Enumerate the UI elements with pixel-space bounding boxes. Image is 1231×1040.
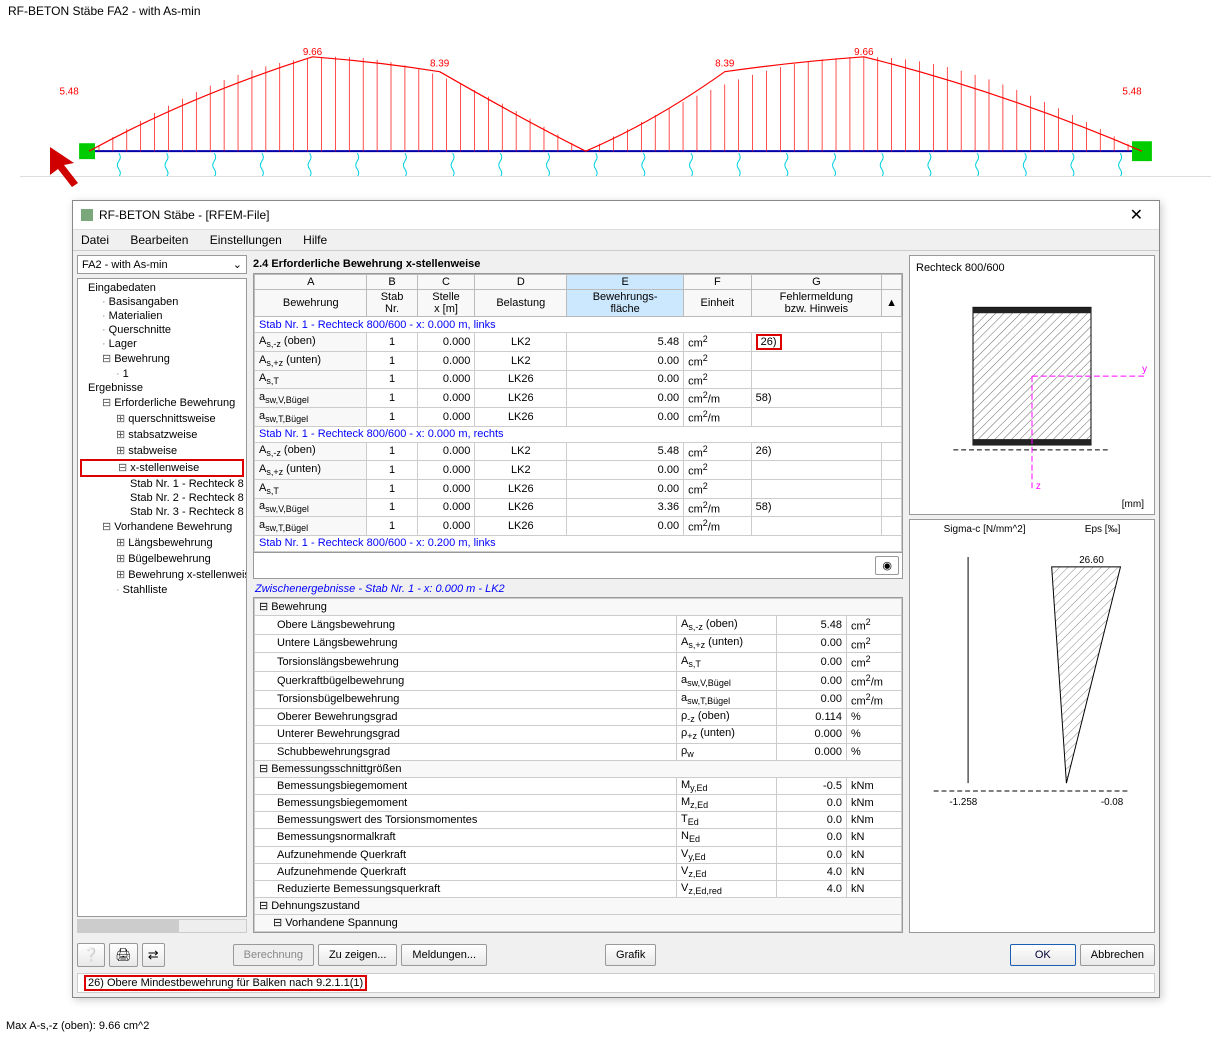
svg-text:5.48: 5.48 (1122, 87, 1142, 98)
table-toolbar: ◉ (253, 553, 903, 579)
cross-title: Rechteck 800/600 (914, 260, 1150, 276)
tree-item[interactable]: ·Querschnitte (80, 323, 244, 337)
tree-item[interactable]: ·Stahlliste (80, 583, 244, 597)
cross-section-view: Rechteck 800/600 y z [mm] (909, 255, 1155, 515)
app-title: RF-BETON Stäbe FA2 - with As-min (0, 0, 1231, 22)
calc-button[interactable]: Berechnung (233, 944, 314, 966)
menu-file[interactable]: Datei (81, 233, 109, 247)
tree-hscroll[interactable] (77, 919, 247, 933)
loadcase-combo[interactable]: FA2 - with As-min ⌄ (77, 255, 247, 274)
tree-item[interactable]: ⊟x-stellenweise (80, 459, 244, 477)
help-icon[interactable]: ❔ (77, 943, 105, 967)
graphics-button[interactable]: Grafik (605, 944, 656, 966)
svg-text:5.48: 5.48 (60, 87, 80, 98)
detail-results-table[interactable]: ⊟BewehrungObere LängsbewehrungAs,-z (obe… (253, 597, 903, 933)
tree-item[interactable]: ·Basisangaben (80, 295, 244, 309)
show-button[interactable]: Zu zeigen... (318, 944, 397, 966)
menubar: Datei Bearbeiten Einstellungen Hilfe (73, 230, 1159, 251)
tree-item[interactable]: ⊞Längsbewehrung (80, 535, 244, 551)
messages-button[interactable]: Meldungen... (401, 944, 487, 966)
ok-button[interactable]: OK (1010, 944, 1076, 966)
tree-item[interactable]: Eingabedaten (80, 281, 244, 295)
svg-text:9.66: 9.66 (854, 47, 874, 58)
tree-item[interactable]: Ergebnisse (80, 381, 244, 395)
status-message: 26) Obere Mindestbewehrung für Balken na… (77, 973, 1155, 993)
tree-item[interactable]: ⊞Bügelbewehrung (80, 551, 244, 567)
cancel-button[interactable]: Abbrechen (1080, 944, 1155, 966)
svg-text:8.39: 8.39 (715, 59, 735, 70)
tree-item[interactable]: ·1 (80, 367, 244, 381)
chevron-down-icon: ⌄ (233, 258, 242, 271)
transfer-icon[interactable]: ⇄ (142, 943, 165, 967)
tree-item[interactable]: Stab Nr. 2 - Rechteck 8 (80, 491, 244, 505)
tree-item[interactable]: ⊟Erforderliche Bewehrung (80, 395, 244, 411)
dialog-title: RF-BETON Stäbe - [RFEM-File] (99, 208, 269, 222)
footer-status: Max A-s,-z (oben): 9.66 cm^2 (6, 1020, 149, 1032)
tree-item[interactable]: ·Materialien (80, 309, 244, 323)
moment-diagram: 9.66 8.39 8.39 9.66 5.48 5.48 (20, 27, 1211, 177)
svg-text:-1.258: -1.258 (949, 797, 977, 808)
tree-item[interactable]: Stab Nr. 1 - Rechteck 8 (80, 477, 244, 491)
svg-text:9.66: 9.66 (303, 47, 323, 58)
dialog-window: RF-BETON Stäbe - [RFEM-File] ✕ Datei Bea… (72, 200, 1160, 998)
tree-item[interactable]: ⊞Bewehrung x-stellenweise (80, 567, 244, 583)
section-title: 2.4 Erforderliche Bewehrung x-stellenwei… (253, 255, 903, 273)
tree-item[interactable]: ⊞querschnittsweise (80, 411, 244, 427)
tree-item[interactable]: ⊞stabsatzweise (80, 427, 244, 443)
eye-icon[interactable]: ◉ (875, 556, 899, 575)
export-icon[interactable]: 🖨 (109, 943, 138, 967)
menu-help[interactable]: Hilfe (303, 233, 327, 247)
svg-text:z: z (1036, 481, 1041, 492)
tree-item[interactable]: ⊟Bewehrung (80, 351, 244, 367)
menu-edit[interactable]: Bearbeiten (130, 233, 188, 247)
svg-text:y: y (1142, 364, 1147, 375)
tree-item[interactable]: ⊞stabweise (80, 443, 244, 459)
app-icon (81, 209, 93, 221)
tree-item[interactable]: Stab Nr. 3 - Rechteck 8 (80, 505, 244, 519)
menu-settings[interactable]: Einstellungen (210, 233, 282, 247)
tree-item[interactable]: ·Lager (80, 337, 244, 351)
svg-text:8.39: 8.39 (430, 59, 450, 70)
close-icon[interactable]: ✕ (1122, 205, 1151, 225)
tree-item[interactable]: ⊟Vorhandene Bewehrung (80, 519, 244, 535)
cross-unit: [mm] (914, 499, 1150, 510)
main-results-table[interactable]: ABCDEFGBewehrungStabNr.Stellex [m]Belast… (253, 273, 903, 553)
intermediate-title: Zwischenergebnisse - Stab Nr. 1 - x: 0.0… (253, 579, 903, 597)
svg-text:26.60: 26.60 (1079, 555, 1104, 566)
dialog-titlebar: RF-BETON Stäbe - [RFEM-File] ✕ (73, 201, 1159, 230)
stress-strain-view: Sigma-c [N/mm^2] Eps [‰] 26.60 -1.258 (909, 519, 1155, 933)
navigation-tree[interactable]: Eingabedaten·Basisangaben·Materialien·Qu… (77, 278, 247, 917)
svg-text:-0.08: -0.08 (1101, 797, 1124, 808)
